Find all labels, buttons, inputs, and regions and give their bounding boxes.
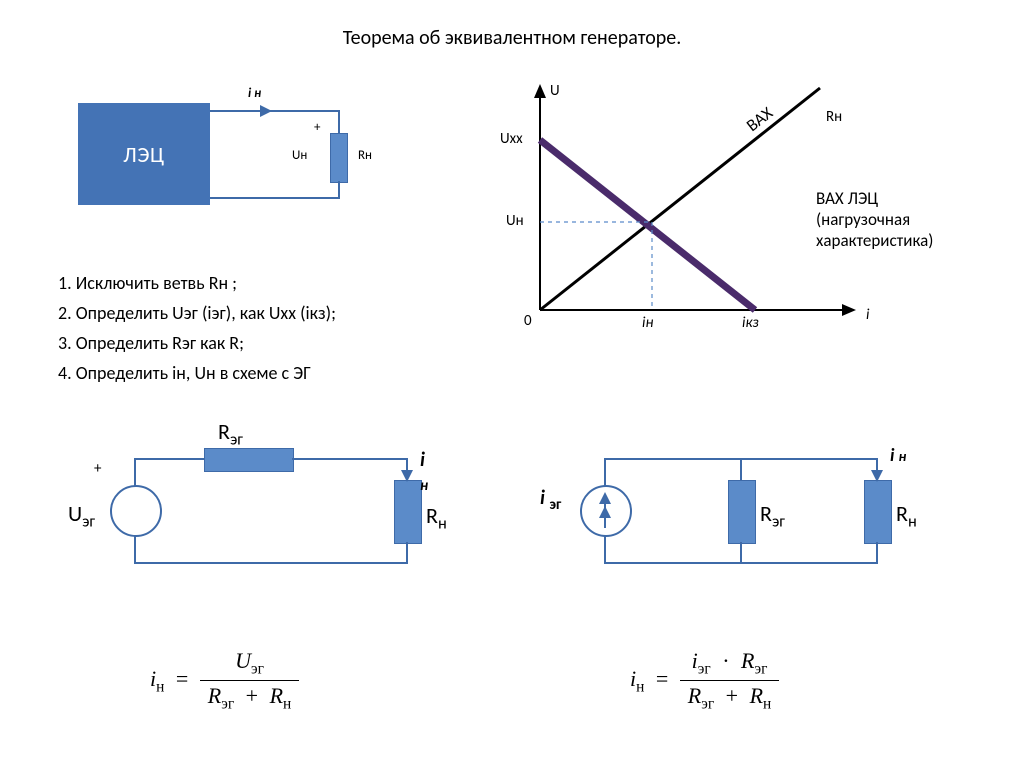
i-n-label: iн xyxy=(420,448,428,496)
u-eg-label: Uэг xyxy=(68,500,95,531)
plus-label: + xyxy=(314,120,320,135)
load-resistor xyxy=(330,133,348,183)
current-arrow-icon xyxy=(401,470,413,482)
norton-circuit: i эг Rэг Rн i н xyxy=(560,430,920,600)
uxx-label: Uхх xyxy=(500,130,523,148)
steps-list: 1. Исключить ветвь Rн ; 2. Определить Uэ… xyxy=(58,270,336,390)
r-eg-resistor xyxy=(728,480,756,544)
i-n-label: i н xyxy=(248,86,261,101)
r-n-label: Rн xyxy=(896,500,917,531)
step-2: 2. Определить Uэг (iэг), как Uхх (iкз); xyxy=(58,300,336,328)
ikz-label: iкз xyxy=(742,314,759,332)
current-arrow-icon xyxy=(871,470,883,482)
u-n-label: Uн xyxy=(292,148,307,163)
current-arrow-icon xyxy=(260,105,272,117)
in-label: iн xyxy=(642,314,653,332)
formula-thevenin: iн = Uэг Rэг + Rн xyxy=(150,648,299,714)
formula-norton: iн = iэг · Rэг Rэг + Rн xyxy=(630,648,779,714)
r-n-label: Rн xyxy=(358,148,372,163)
thevenin-circuit: + Uэг Rэг iн Rн xyxy=(90,430,440,600)
un-label: Uн xyxy=(506,212,524,230)
r-n-resistor xyxy=(394,480,422,544)
svg-text:ВАХ: ВАХ xyxy=(742,102,777,136)
y-axis-label: U xyxy=(550,82,560,100)
page-title: Теорема об эквивалентном генераторе. xyxy=(0,26,1024,50)
step-4: 4. Определить iн, Uн в схеме с ЭГ xyxy=(58,360,336,388)
lec-box: ЛЭЦ xyxy=(78,103,210,205)
iv-chart: ВАХ U Uхх Uн 0 iн iкз i Rн ВАХ ЛЭЦ (нагр… xyxy=(520,80,900,325)
plus-label: + xyxy=(94,460,101,478)
zero-label: 0 xyxy=(524,312,532,330)
step-1: 1. Исключить ветвь Rн ; xyxy=(58,270,336,298)
step-3: 3. Определить Rэг как R; xyxy=(58,330,336,358)
i-n-label: i н xyxy=(890,444,906,466)
r-n-label: Rн xyxy=(426,502,447,533)
r-eg-resistor xyxy=(204,448,294,472)
r-eg-label: Rэг xyxy=(218,418,243,449)
r-n-resistor xyxy=(864,480,892,544)
i-eg-label: i эг xyxy=(540,486,561,514)
voltage-source-icon xyxy=(110,485,162,537)
legend-text: ВАХ ЛЭЦ (нагрузочная характеристика) xyxy=(816,188,933,251)
x-axis-label: i xyxy=(866,306,869,324)
rn-chart-label: Rн xyxy=(826,108,842,126)
r-eg-label: Rэг xyxy=(760,500,785,531)
